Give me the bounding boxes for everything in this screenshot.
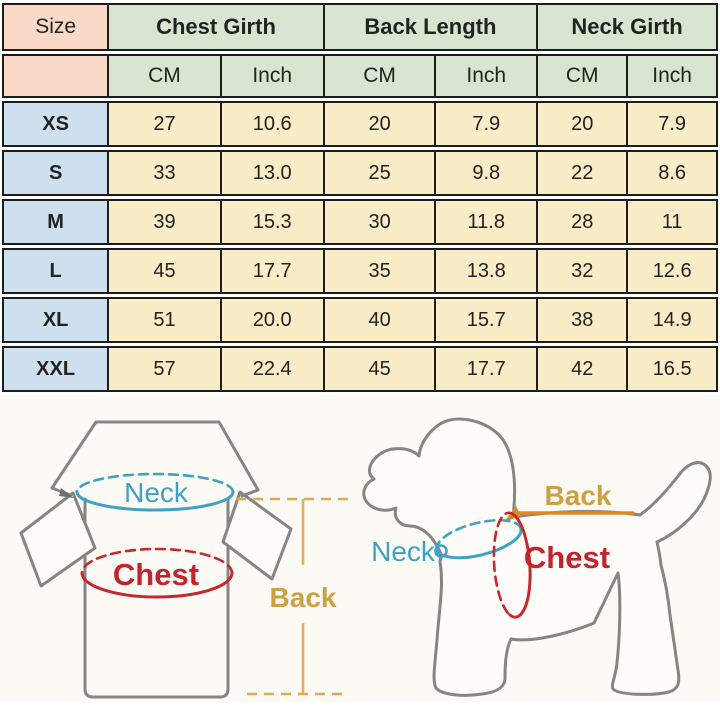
cell-back-inch: 13.8 bbox=[434, 248, 537, 294]
cell-chest-inch: 17.7 bbox=[219, 248, 323, 294]
unit-header-neck-cm: CM bbox=[536, 54, 627, 98]
table-row-m: M 39 15.3 30 11.8 28 11 bbox=[2, 199, 718, 245]
table-group-header-row: Size Chest Girth Back Length Neck Girth bbox=[2, 3, 718, 51]
size-table: Size Chest Girth Back Length Neck Girth … bbox=[2, 0, 718, 395]
cell-back-cm: 45 bbox=[322, 346, 435, 392]
cell-neck-cm: 42 bbox=[536, 346, 627, 392]
cell-back-inch: 7.9 bbox=[434, 101, 537, 147]
cell-neck-cm: 20 bbox=[536, 101, 627, 147]
dog-neck-label: Neck bbox=[371, 536, 436, 567]
cell-chest-inch: 13.0 bbox=[219, 150, 323, 196]
garment-chest-label: Chest bbox=[113, 557, 199, 592]
measurement-illustrations: Neck Chest Back Back bbox=[19, 417, 712, 699]
measurement-diagram: Neck Chest Back Back bbox=[0, 395, 720, 702]
dog-neck-ellipse-top bbox=[435, 518, 523, 551]
garment-chest-ellipse-top bbox=[80, 547, 234, 575]
dog-chest-ellipse-left bbox=[492, 511, 516, 617]
cell-back-cm: 40 bbox=[322, 297, 435, 343]
group-header-back-length: Back Length bbox=[322, 3, 537, 51]
group-header-chest-girth: Chest Girth bbox=[107, 3, 323, 51]
dog-neck-clasp bbox=[434, 544, 448, 558]
cell-chest-inch: 20.0 bbox=[219, 297, 323, 343]
size-column-header: Size bbox=[2, 3, 108, 51]
cell-chest-cm: 39 bbox=[107, 199, 220, 245]
corner-empty-cell bbox=[2, 54, 108, 98]
cell-chest-inch: 22.4 bbox=[219, 346, 323, 392]
cell-neck-inch: 14.9 bbox=[626, 297, 718, 343]
size-label: M bbox=[2, 199, 108, 245]
garment-chest-ellipse-bottom bbox=[80, 571, 234, 599]
unit-header-back-inch: Inch bbox=[434, 54, 537, 98]
cell-neck-inch: 7.9 bbox=[626, 101, 718, 147]
cell-chest-inch: 15.3 bbox=[219, 199, 323, 245]
cell-neck-inch: 11 bbox=[626, 199, 718, 245]
size-label: S bbox=[2, 150, 108, 196]
size-label: L bbox=[2, 248, 108, 294]
garment-neck-ellipse-top bbox=[75, 472, 235, 494]
cell-back-cm: 35 bbox=[322, 248, 435, 294]
garment-collar-outline bbox=[50, 420, 260, 492]
dog-outline bbox=[362, 417, 712, 697]
garment-right-sleeve bbox=[221, 490, 293, 581]
cell-chest-cm: 45 bbox=[107, 248, 220, 294]
cell-back-cm: 25 bbox=[322, 150, 435, 196]
cell-chest-cm: 57 bbox=[107, 346, 220, 392]
cell-neck-inch: 16.5 bbox=[626, 346, 718, 392]
dog-chest-label: Chest bbox=[524, 540, 610, 575]
dog-back-label: Back bbox=[545, 480, 612, 511]
unit-header-back-cm: CM bbox=[322, 54, 435, 98]
cell-neck-cm: 32 bbox=[536, 248, 627, 294]
cell-back-inch: 9.8 bbox=[434, 150, 537, 196]
garment-body-outline bbox=[83, 497, 230, 699]
dog-neck-ellipse-bottom bbox=[435, 527, 523, 560]
garment-collar-arrow bbox=[59, 488, 74, 498]
cell-back-cm: 20 bbox=[322, 101, 435, 147]
group-header-neck-girth: Neck Girth bbox=[536, 3, 718, 51]
table-row-xs: XS 27 10.6 20 7.9 20 7.9 bbox=[2, 101, 718, 147]
garment-collar-notch-right bbox=[240, 488, 260, 498]
garment-neck-ellipse-bottom bbox=[75, 490, 235, 512]
unit-header-chest-inch: Inch bbox=[219, 54, 323, 98]
table-row-xl: XL 51 20.0 40 15.7 38 14.9 bbox=[2, 297, 718, 343]
dog-chest-ellipse-right bbox=[508, 513, 532, 619]
cell-neck-cm: 28 bbox=[536, 199, 627, 245]
dog-diagram: Back Neck Chest bbox=[362, 417, 712, 697]
garment-back-measurement: Back bbox=[236, 497, 349, 696]
cell-chest-cm: 33 bbox=[107, 150, 220, 196]
cell-neck-cm: 22 bbox=[536, 150, 627, 196]
cell-neck-cm: 38 bbox=[536, 297, 627, 343]
cell-back-cm: 30 bbox=[322, 199, 435, 245]
cell-back-inch: 11.8 bbox=[434, 199, 537, 245]
table-row-xxl: XXL 57 22.4 45 17.7 42 16.5 bbox=[2, 346, 718, 392]
cell-chest-cm: 51 bbox=[107, 297, 220, 343]
size-label: XL bbox=[2, 297, 108, 343]
cell-back-inch: 15.7 bbox=[434, 297, 537, 343]
size-label: XS bbox=[2, 101, 108, 147]
unit-header-chest-cm: CM bbox=[107, 54, 220, 98]
garment-diagram: Neck Chest Back bbox=[19, 420, 349, 699]
cell-chest-inch: 10.6 bbox=[219, 101, 323, 147]
garment-left-sleeve bbox=[19, 491, 97, 588]
garment-neck-label: Neck bbox=[124, 477, 189, 508]
unit-header-neck-inch: Inch bbox=[626, 54, 718, 98]
table-row-s: S 33 13.0 25 9.8 22 8.6 bbox=[2, 150, 718, 196]
table-unit-header-row: CM Inch CM Inch CM Inch bbox=[2, 54, 718, 98]
size-label: XXL bbox=[2, 346, 108, 392]
cell-neck-inch: 12.6 bbox=[626, 248, 718, 294]
cell-back-inch: 17.7 bbox=[434, 346, 537, 392]
cell-neck-inch: 8.6 bbox=[626, 150, 718, 196]
cell-chest-cm: 27 bbox=[107, 101, 220, 147]
table-row-l: L 45 17.7 35 13.8 32 12.6 bbox=[2, 248, 718, 294]
garment-back-label: Back bbox=[270, 582, 337, 613]
